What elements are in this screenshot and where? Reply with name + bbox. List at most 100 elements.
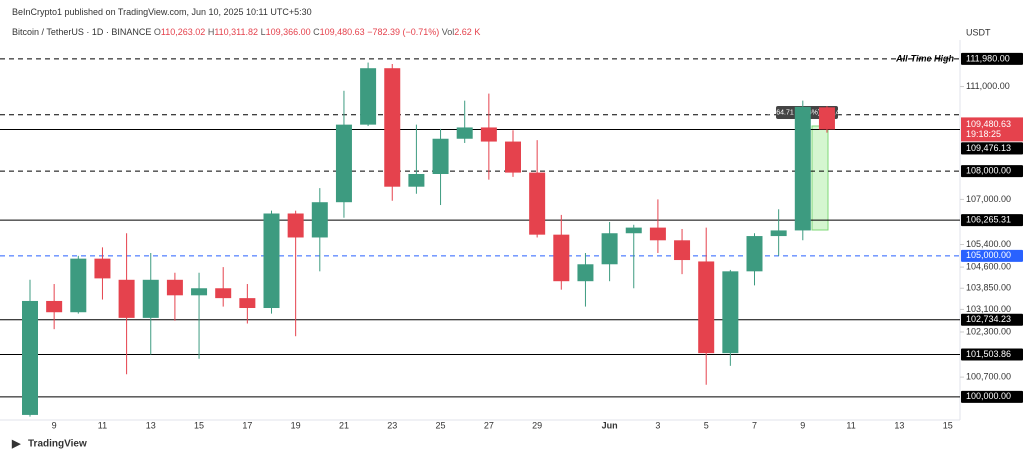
ohlc: O110,263.02 H110,311.82 L109,366.00 C109… xyxy=(154,27,367,37)
candle-body xyxy=(818,107,835,130)
symbol-legend: Bitcoin / TetherUS · 1D · BINANCE O110,2… xyxy=(12,27,480,37)
x-tick-label: 21 xyxy=(339,420,349,430)
level-label-box xyxy=(961,249,1023,262)
volume-key: Vol xyxy=(441,27,455,37)
candle-body xyxy=(456,127,473,139)
candle-body xyxy=(408,174,425,187)
y-tick-label: 111,000.00 xyxy=(966,81,1010,91)
x-tick-label: 11 xyxy=(846,420,855,430)
candle-body xyxy=(70,258,87,313)
ohlc-key: L xyxy=(260,27,266,37)
level-label-box xyxy=(961,214,1023,227)
y-tick-label: 104,600.00 xyxy=(966,261,1011,271)
candle-body xyxy=(94,258,111,279)
candle-body xyxy=(335,124,352,203)
x-tick-label: 15 xyxy=(943,420,953,430)
y-tick-label: 102,300.00 xyxy=(966,326,1011,336)
level-label: 100,000.00 xyxy=(966,391,1011,401)
candle-body xyxy=(311,202,328,238)
y-tick-label: 100,700.00 xyxy=(966,371,1011,381)
level-label: 102,734.23 xyxy=(966,314,1011,324)
candle-body xyxy=(794,106,811,231)
change: −782.39 (−0.71%) xyxy=(367,27,440,37)
candle-body xyxy=(239,298,256,309)
x-tick-label: 9 xyxy=(52,420,57,430)
level-label-box xyxy=(961,390,1023,403)
y-tick-label: 103,100.00 xyxy=(966,304,1011,314)
level-label: 101,503.86 xyxy=(966,349,1011,359)
x-tick-label: 11 xyxy=(98,420,107,430)
x-tick-label: 25 xyxy=(436,420,446,430)
candle-body xyxy=(215,288,232,299)
level-label-box xyxy=(961,165,1023,178)
ohlc-text: 109,480.63 xyxy=(319,27,365,37)
x-tick-label: 19 xyxy=(291,420,301,430)
x-tick-label: 23 xyxy=(387,420,397,430)
x-tick-label: 29 xyxy=(532,420,542,430)
price-label-box xyxy=(961,117,1023,142)
currency: USDT xyxy=(966,27,991,37)
logo-icon: ▶ xyxy=(11,438,21,450)
candle-body xyxy=(674,240,691,261)
level-label: 106,265.31 xyxy=(966,214,1011,224)
candle-body xyxy=(384,68,401,187)
candle-body xyxy=(263,213,280,309)
logo: TradingView xyxy=(28,439,87,450)
x-tick-label: 3 xyxy=(655,420,660,430)
x-tick-label: 5 xyxy=(704,420,709,430)
candle-body xyxy=(118,279,135,318)
x-tick-label: 7 xyxy=(752,420,757,430)
level-label-box xyxy=(961,348,1023,361)
volume: 2.62 K xyxy=(454,27,481,37)
y-tick-label: 107,000.00 xyxy=(966,194,1011,204)
ohlc-text: 109,366.00 xyxy=(265,27,311,37)
candle-body xyxy=(360,68,377,125)
candle-body xyxy=(22,300,38,415)
candle-body xyxy=(287,213,304,238)
candle-body xyxy=(770,230,787,237)
x-tick-label: 9 xyxy=(800,420,805,430)
ohlc-key: C xyxy=(313,27,320,37)
symbol: Bitcoin / TetherUS · 1D · BINANCE xyxy=(12,27,152,37)
candle-body xyxy=(722,271,739,354)
candle-body xyxy=(601,233,618,265)
x-tick-label: 27 xyxy=(484,420,494,430)
level-label: 108,000.00 xyxy=(966,166,1011,176)
countdown: 19:18:25 xyxy=(966,129,1001,139)
candle-body xyxy=(166,279,183,296)
publisher: BeInCrypto1 published on TradingView.com… xyxy=(12,7,312,17)
level-label-box xyxy=(961,142,1023,155)
level-annotation: All-Time High xyxy=(895,53,954,63)
level-label-box xyxy=(961,52,1023,65)
candle-body xyxy=(142,279,159,318)
level-label: 109,476.13 xyxy=(966,143,1011,153)
level-label: 105,000.00 xyxy=(966,250,1011,260)
y-tick-label: 105,400.00 xyxy=(966,239,1011,249)
candle-body xyxy=(529,172,546,235)
candle-body xyxy=(698,261,715,354)
ohlc-key: H xyxy=(207,27,215,37)
candle-body xyxy=(649,227,666,241)
candle-body xyxy=(625,227,642,234)
x-tick-label: 13 xyxy=(894,420,904,430)
candle-body xyxy=(46,300,63,313)
candle-body xyxy=(553,234,570,282)
ohlc-text: 110,311.82 xyxy=(214,27,259,37)
candle-body xyxy=(480,127,497,142)
ohlc-text: 110,263.02 xyxy=(160,27,206,37)
level-label: 111,980.00 xyxy=(966,53,1010,63)
candle-body xyxy=(577,264,594,282)
x-tick-label: 15 xyxy=(194,420,204,430)
ohlc-key: O xyxy=(153,27,161,37)
x-tick-label: Jun xyxy=(602,420,618,430)
y-tick-label: 103,850.00 xyxy=(966,283,1011,293)
x-tick-label: 13 xyxy=(146,420,156,430)
candle-body xyxy=(746,236,763,272)
candle-body xyxy=(505,141,521,173)
level-label-box xyxy=(961,313,1023,326)
x-tick-label: 17 xyxy=(242,420,252,430)
candle-body xyxy=(432,138,449,175)
projection-box xyxy=(811,125,829,231)
candle-body xyxy=(191,288,208,296)
